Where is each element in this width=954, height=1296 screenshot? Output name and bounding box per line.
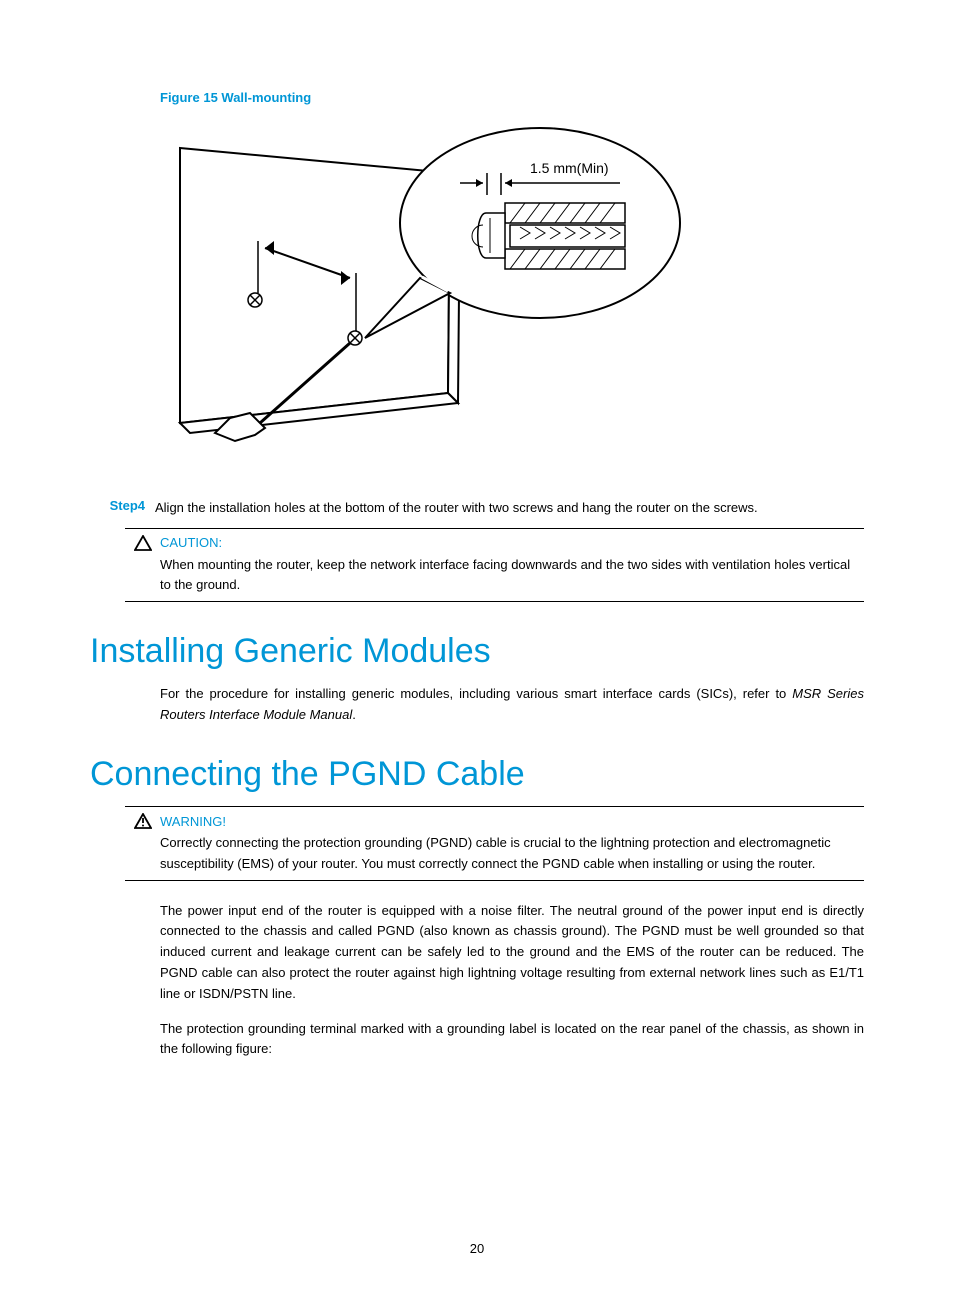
- para-pgnd-1: The power input end of the router is equ…: [160, 901, 864, 1005]
- figure-caption: Figure 15 Wall-mounting: [160, 90, 864, 105]
- para-text: For the procedure for installing generic…: [160, 686, 792, 701]
- caution-body: When mounting the router, keep the netwo…: [160, 555, 864, 595]
- caution-icon: [125, 535, 160, 551]
- caution-label: CAUTION:: [160, 535, 222, 550]
- wall-mounting-diagram: 1.5 mm(Min): [160, 113, 690, 463]
- heading-installing-modules: Installing Generic Modules: [90, 632, 864, 671]
- page-number: 20: [0, 1241, 954, 1256]
- document-page: Figure 15 Wall-mounting: [0, 0, 954, 1296]
- step-text: Align the installation holes at the bott…: [155, 498, 758, 518]
- caution-box: CAUTION: When mounting the router, keep …: [125, 528, 864, 602]
- step-row: Step4 Align the installation holes at th…: [90, 498, 864, 518]
- warning-icon: [125, 813, 160, 829]
- warning-box: WARNING! Correctly connecting the protec…: [125, 806, 864, 880]
- warning-label: WARNING!: [160, 814, 226, 829]
- warning-body: Correctly connecting the protection grou…: [160, 833, 864, 873]
- callout-label: 1.5 mm(Min): [530, 160, 609, 176]
- heading-connecting-pgnd: Connecting the PGND Cable: [90, 755, 864, 794]
- figure-wall-mounting: 1.5 mm(Min): [160, 113, 864, 468]
- para-pgnd-2: The protection grounding terminal marked…: [160, 1019, 864, 1061]
- para-text-end: .: [352, 707, 356, 722]
- para-installing-modules: For the procedure for installing generic…: [160, 684, 864, 726]
- step-label: Step4: [90, 498, 155, 518]
